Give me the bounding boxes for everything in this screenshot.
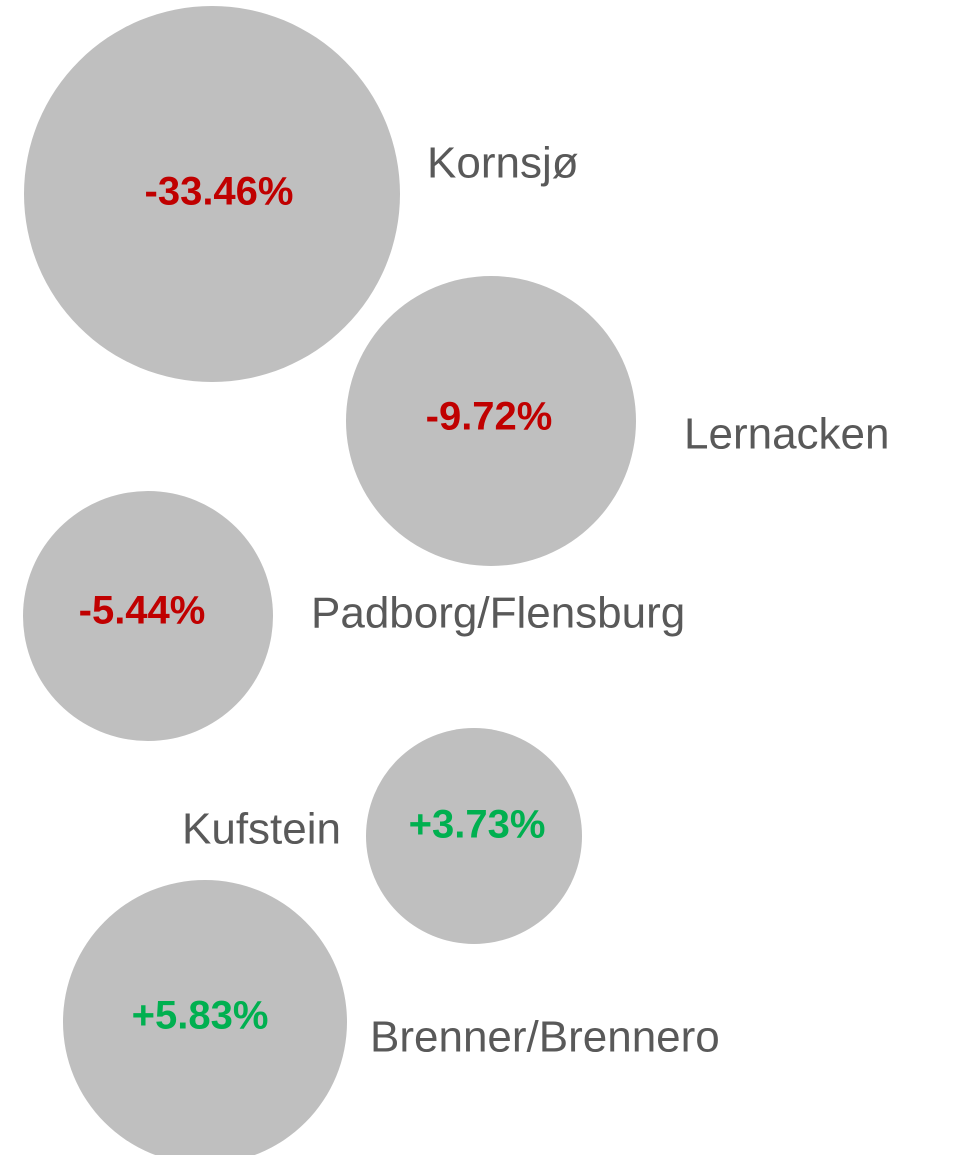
bubble xyxy=(63,880,347,1155)
bubble xyxy=(24,6,400,382)
category-label: Brenner/Brennero xyxy=(370,1013,720,1062)
category-label: Kornsjø xyxy=(427,139,579,188)
value-label: +5.83% xyxy=(132,994,269,1038)
value-label: +3.73% xyxy=(409,803,546,847)
category-label: Kufstein xyxy=(182,805,341,854)
category-label: Lernacken xyxy=(684,410,889,459)
value-label: -5.44% xyxy=(79,589,206,633)
value-label: -9.72% xyxy=(426,395,553,439)
category-label: Padborg/Flensburg xyxy=(311,589,685,638)
value-label: -33.46% xyxy=(145,170,294,214)
bubble xyxy=(23,491,273,741)
bubble xyxy=(346,276,636,566)
bubble xyxy=(366,728,582,944)
